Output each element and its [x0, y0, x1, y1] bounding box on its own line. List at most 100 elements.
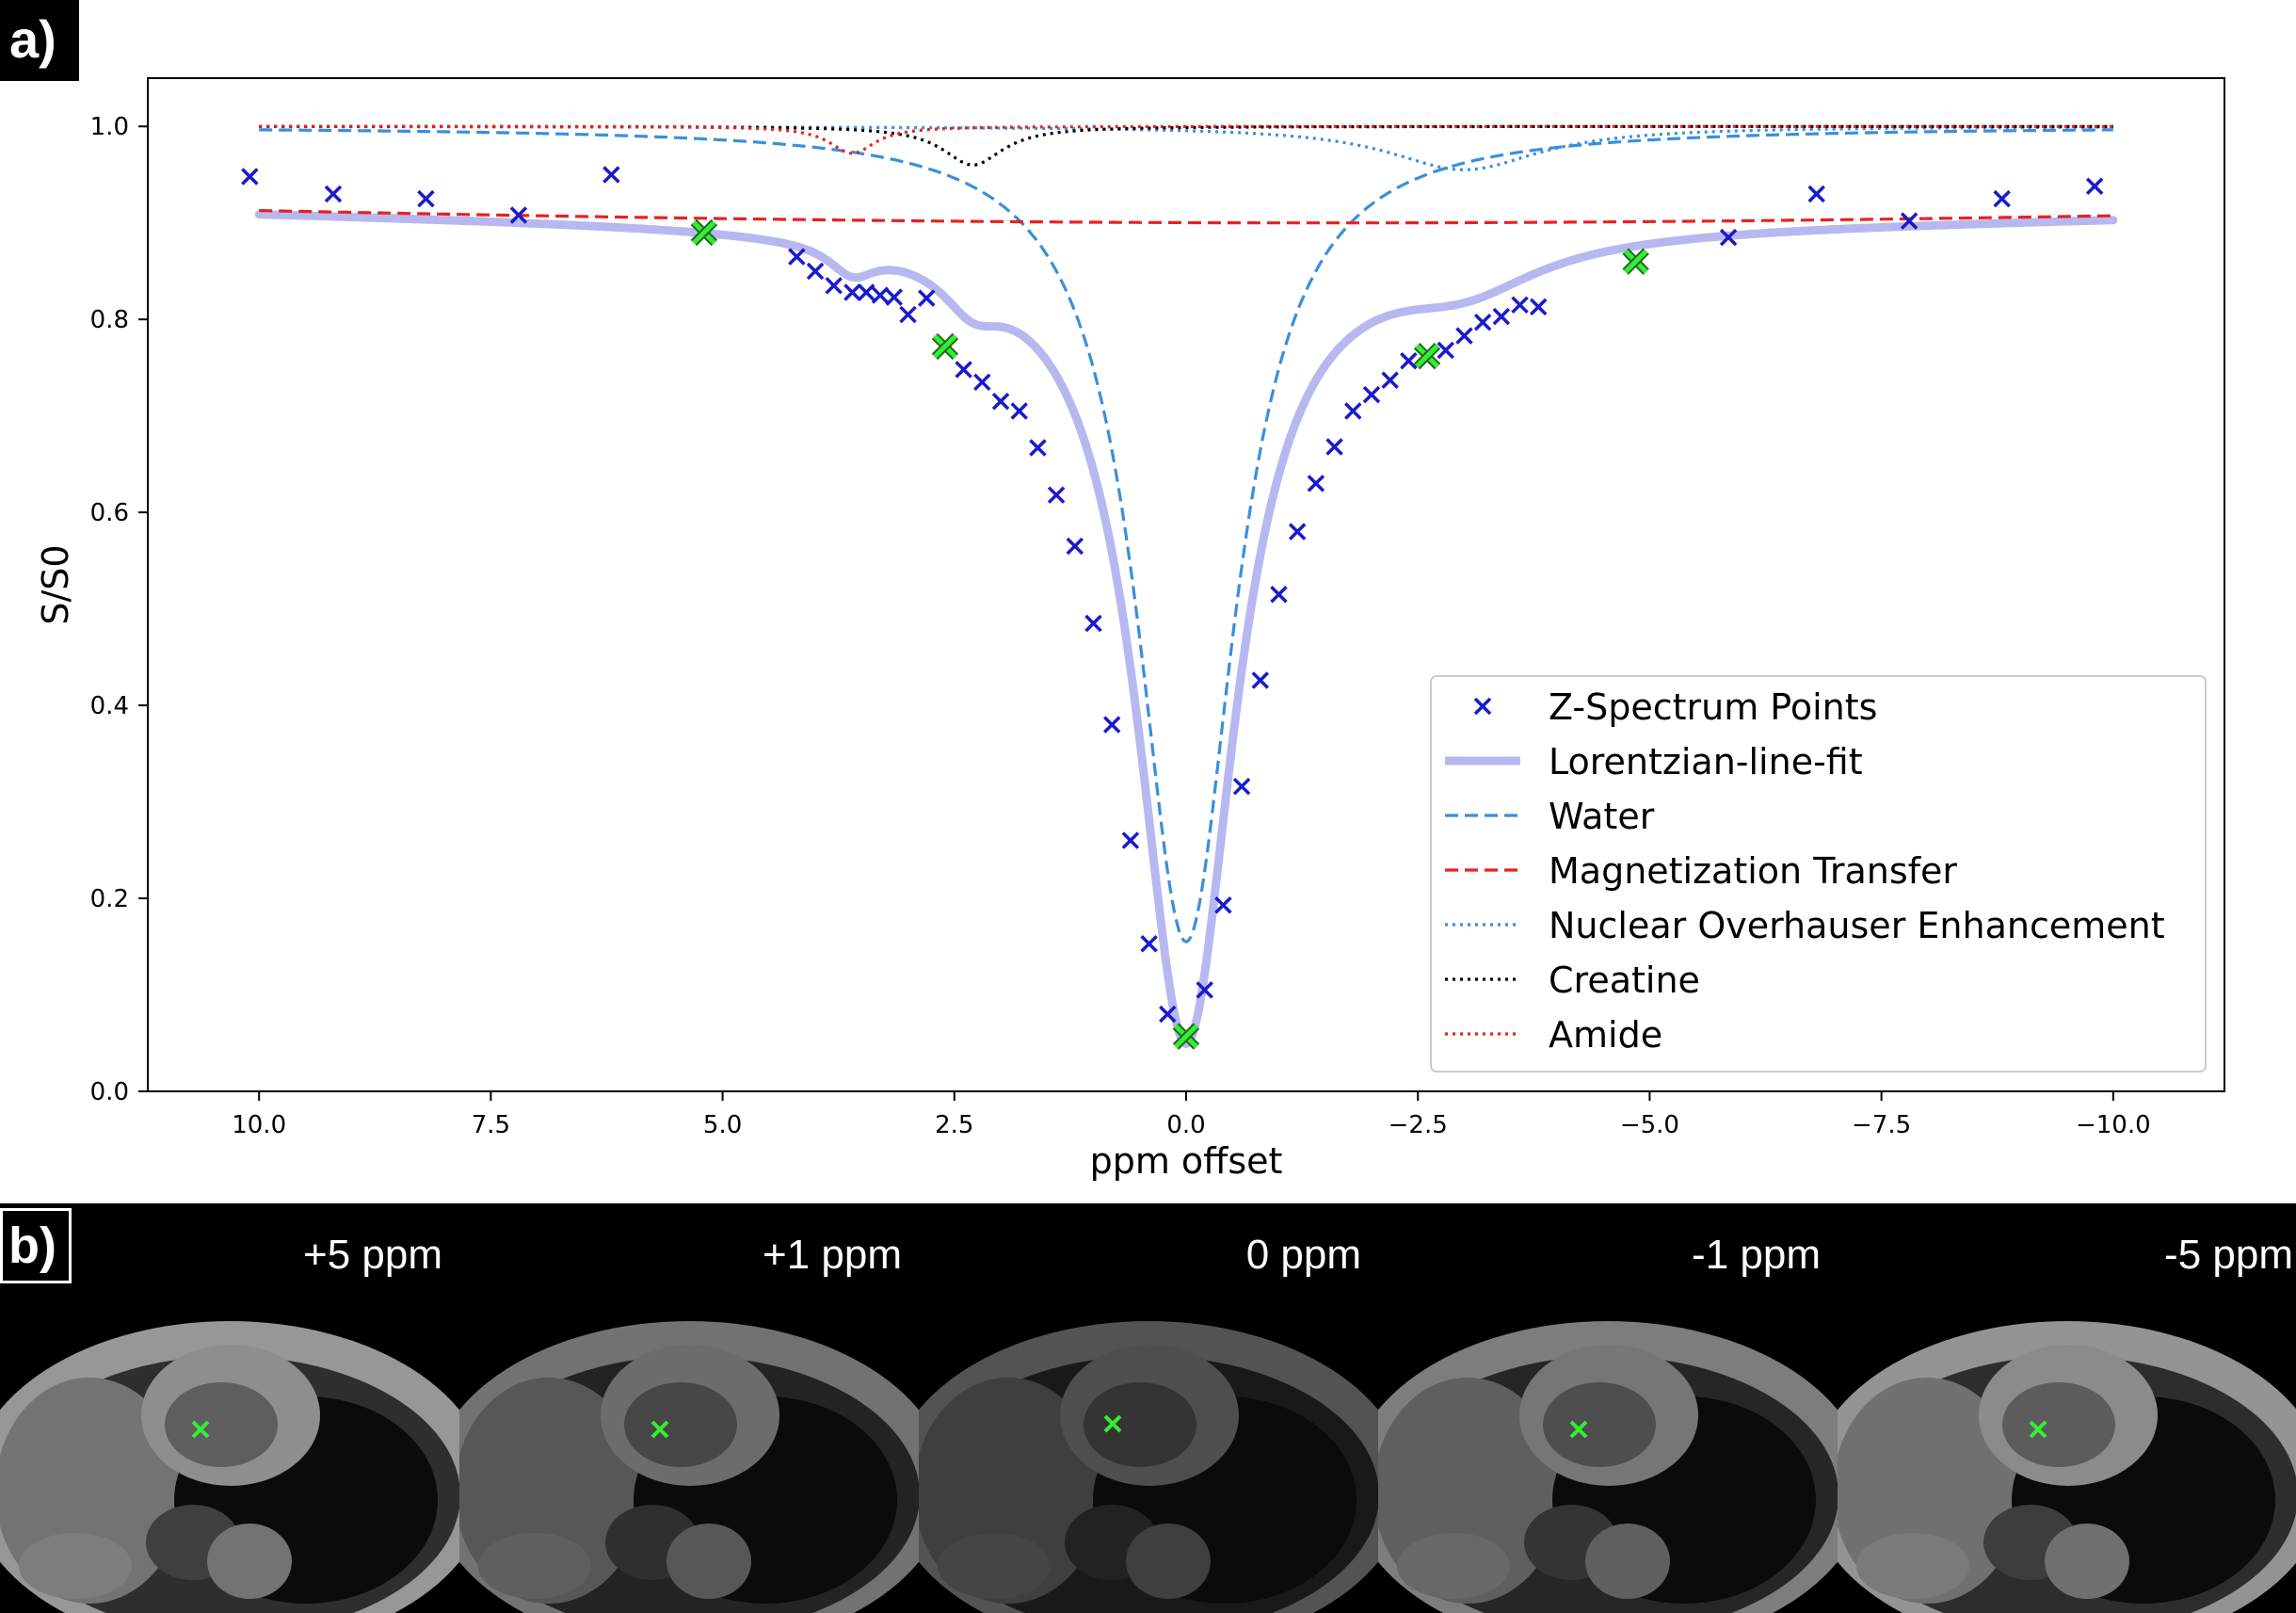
x-stroke: [1196, 981, 1213, 999]
voxel-marker: [2029, 1420, 2047, 1439]
x-stroke: [1010, 402, 1028, 420]
x-stroke: [1102, 716, 1121, 734]
x-stroke: [973, 373, 991, 392]
z-spectrum-point: [1102, 716, 1121, 734]
z-spectrum-point: [1251, 671, 1270, 689]
z-spectrum-point: [1047, 486, 1066, 504]
scan-ppm-label: -5 ppm: [2164, 1232, 2293, 1278]
z-spectrum-point: [1196, 981, 1213, 999]
x-stroke: [1415, 344, 1439, 368]
z-spectrum-point: [1029, 439, 1047, 457]
x-stroke: [2085, 177, 2104, 196]
scan-ppm-label: +5 ppm: [303, 1232, 442, 1278]
x-stroke: [1174, 1024, 1198, 1049]
z-spectrum-point: [1325, 438, 1343, 456]
z-spectrum-point: [509, 206, 528, 224]
highlighted-point: [931, 332, 959, 361]
mri-scan-strip: +5 ppm +1 ppm: [0, 1203, 2296, 1613]
x-stroke: [692, 220, 716, 245]
z-spectrum-point: [2085, 177, 2104, 196]
x-tick-label: −10.0: [2076, 1111, 2151, 1139]
z-spectrum-point: [1121, 831, 1140, 849]
x-stroke: [1159, 1005, 1177, 1024]
scan-ppm-label: 0 ppm: [1245, 1232, 1361, 1278]
x-stroke: [1993, 189, 2011, 208]
z-spectrum-chart: 10.0 7.5 5.0 2.5 0.0 −2.5 −5.0 −7.5 −10.0 0.0 0.2 0…: [35, 77, 2225, 1182]
x-stroke: [1807, 185, 1825, 203]
z-spectrum-point: [1140, 934, 1158, 953]
x-tick-label: 2.5: [935, 1111, 973, 1139]
y-tick-label: 0.6: [90, 499, 129, 527]
z-spectrum-point: [991, 393, 1010, 411]
z-spectrum-point: [1010, 402, 1028, 420]
mri-scan-image: [1378, 1203, 1838, 1613]
scan-ppm-label: +1 ppm: [763, 1232, 902, 1278]
x-stroke: [825, 277, 843, 295]
x-stroke: [899, 305, 917, 324]
x-stroke: [1719, 228, 1738, 247]
legend-label: Lorentzian-line-fit: [1549, 741, 1863, 782]
x-stroke: [1270, 586, 1288, 604]
y-tick-label: 0.8: [90, 306, 129, 334]
highlighted-point: [1622, 248, 1649, 275]
x-stroke: [1511, 296, 1529, 315]
mri-scan-image: [459, 1203, 919, 1613]
legend-label: Amide: [1549, 1014, 1662, 1056]
mri-scan-panel: -1 ppm: [1378, 1203, 1838, 1613]
y-tick-label: 0.4: [90, 692, 129, 720]
mri-scan-panel: -5 ppm: [1838, 1203, 2296, 1613]
z-spectrum-point: [1270, 586, 1288, 604]
highlighted-point: [1172, 1023, 1200, 1050]
panel-a-label: a): [0, 0, 79, 81]
y-tick-label: 1.0: [90, 113, 129, 141]
x-stroke: [857, 283, 875, 301]
x-tick-label: −2.5: [1389, 1111, 1448, 1139]
x-stroke: [417, 189, 435, 208]
z-spectrum-point: [1066, 537, 1084, 556]
y-tick-label: 0.2: [90, 885, 129, 913]
z-spectrum-point: [1307, 475, 1325, 492]
z-spectrum-point: [1492, 307, 1511, 326]
x-tick-label: −7.5: [1852, 1111, 1911, 1139]
x-stroke: [1307, 475, 1325, 492]
z-spectrum-point: [1362, 385, 1381, 404]
x-stroke: [918, 289, 936, 307]
z-spectrum-point: [1437, 341, 1454, 360]
z-spectrum-point: [1084, 614, 1102, 633]
x-tick-label: 5.0: [703, 1111, 742, 1139]
x-stroke: [991, 393, 1010, 411]
z-spectrum-point: [1529, 298, 1548, 316]
series-amide: [259, 124, 2113, 155]
z-spectrum-point: [1214, 895, 1232, 914]
x-tick-label: 10.0: [232, 1111, 286, 1139]
x-stroke: [1029, 439, 1047, 457]
legend-label: Water: [1549, 796, 1655, 837]
z-spectrum-point: [885, 288, 904, 306]
x-stroke: [1492, 307, 1511, 326]
mri-scan-panel: 0 ppm: [919, 1203, 1378, 1613]
z-spectrum-point: [1400, 352, 1418, 370]
x-stroke: [1066, 537, 1084, 556]
x-stroke: [1473, 697, 1492, 716]
z-spectrum-point: [788, 248, 806, 266]
z-spectrum-point: [857, 283, 875, 301]
z-spectrum-point: [1511, 296, 1529, 315]
z-spectrum-point: [973, 373, 991, 392]
y-axis-label: S/S0: [35, 544, 76, 624]
z-spectrum-point: [1381, 371, 1399, 389]
z-spectrum-point: [955, 361, 972, 379]
mri-scan-panel: +1 ppm: [459, 1203, 919, 1613]
x-stroke: [1473, 314, 1492, 331]
x-tick-label: 7.5: [472, 1111, 510, 1139]
x-stroke: [241, 168, 259, 185]
legend-label: Nuclear Overhauser Enhancement: [1549, 905, 2165, 946]
x-stroke: [1121, 831, 1140, 849]
panel-b-label: b): [0, 1208, 72, 1283]
z-spectrum-point: [1473, 314, 1492, 331]
x-stroke: [1288, 523, 1307, 540]
z-spectrum-point: [806, 262, 825, 281]
z-spectrum-point: [1900, 212, 1919, 230]
x-stroke: [1047, 486, 1066, 504]
mri-scan-image: [1838, 1203, 2296, 1613]
highlighted-point: [1413, 342, 1441, 370]
